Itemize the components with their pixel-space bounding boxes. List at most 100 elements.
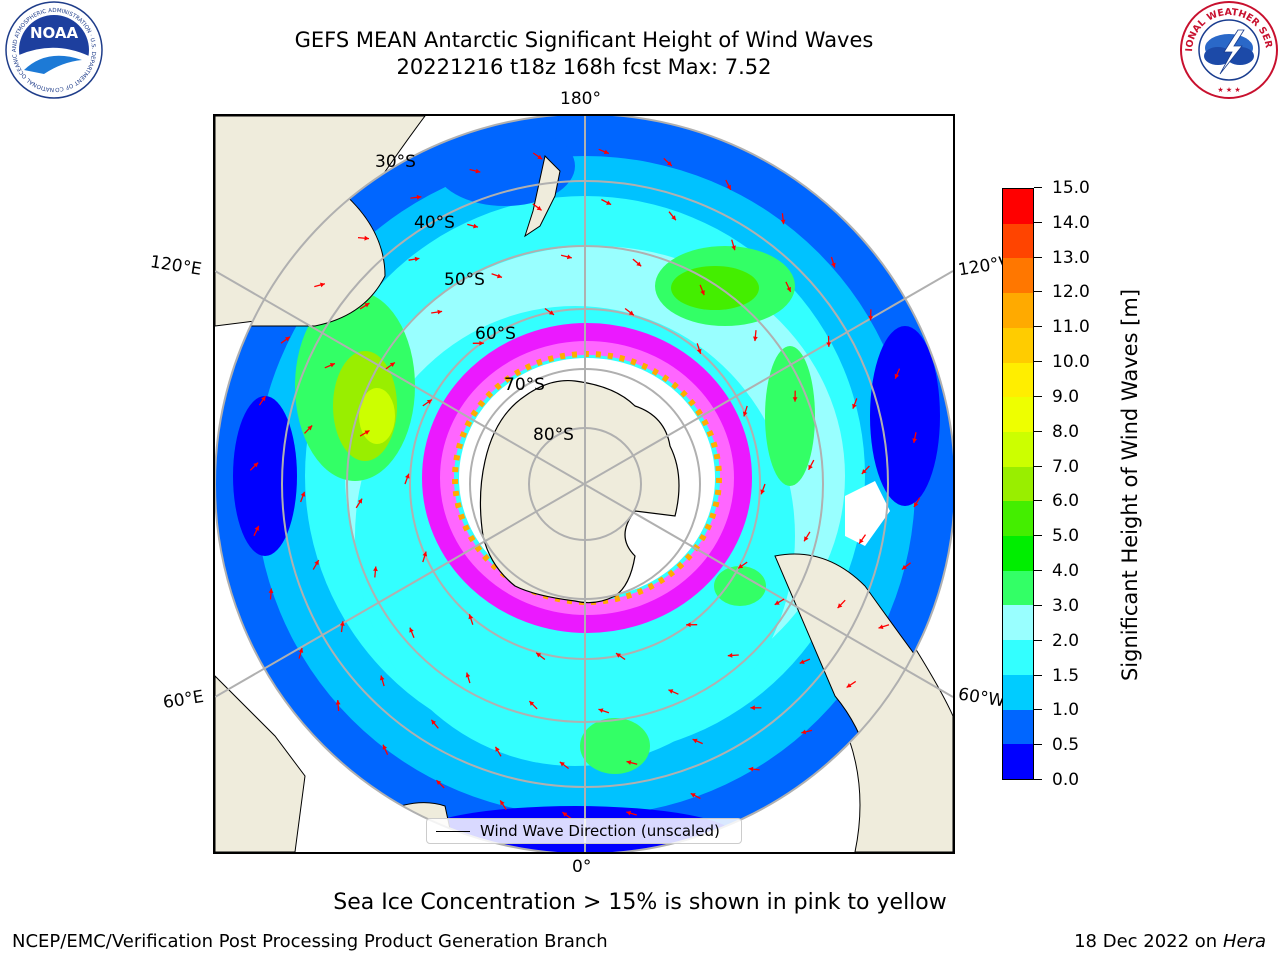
wave-direction-arrow-head [549, 310, 554, 315]
wave-direction-arrow-head [606, 200, 612, 205]
colorbar-tick-label: 4.0 [1052, 561, 1080, 582]
legend-label: Wind Wave Direction (unscaled) [480, 822, 720, 840]
lon-label-120e: 120°E [148, 252, 203, 280]
colorbar-tick-mark [1034, 326, 1042, 328]
wave-direction-arrow-head [253, 462, 259, 468]
wave-direction-arrow-head [389, 362, 395, 367]
colorbar-tick-mark [1034, 500, 1042, 502]
wave-direction-arrow-head [382, 744, 388, 750]
machine-name: Hera [1222, 931, 1266, 952]
wave-direction-arrow-head [537, 154, 543, 160]
wave-direction-arrow-head [738, 563, 744, 569]
wave-direction-arrow-head [598, 708, 604, 713]
lat-label-80s: 80°S [533, 425, 574, 445]
chart-title: GEFS MEAN Antarctic Significant Height o… [294, 28, 874, 52]
wave-direction-arrow-head [626, 760, 632, 765]
wave-direction-arrow-head [700, 290, 705, 296]
wave-direction-arrow-head [846, 683, 852, 688]
wave-direction-arrow-head [742, 411, 748, 417]
wave-direction-arrow-head [686, 622, 691, 628]
wave-direction-arrow-head [364, 430, 370, 435]
wave-direction-arrow-head [285, 336, 290, 342]
wave-direction-arrow-head [379, 675, 385, 681]
wave-direction-arrow-head [414, 256, 420, 262]
wave-direction-arrow-head [373, 566, 378, 572]
wave-direction-arrow-head [696, 348, 702, 354]
colorbar-tick-label: 8.0 [1052, 421, 1080, 442]
wave-direction-arrow-head [748, 766, 754, 772]
credit-line: NCEP/EMC/Verification Post Processing Pr… [12, 931, 608, 952]
colorbar-tick-mark [1034, 535, 1042, 537]
sea-ice-note: Sea Ice Concentration > 15% is shown in … [333, 890, 947, 915]
wave-direction-arrow-head [799, 659, 805, 664]
nws-logo: NATIONAL WEATHER SERVICE ★ ★ ★ [1178, 0, 1278, 99]
wave-direction-arrow-head [826, 342, 832, 347]
wave-direction-arrow-head [340, 621, 345, 626]
wave-direction-arrow-head [692, 738, 698, 744]
wave-direction-arrow-head [792, 397, 798, 402]
wave-direction-arrow-head [861, 469, 867, 474]
wave-direction-arrow-head [335, 700, 341, 705]
wave-direction-arrow-head [475, 168, 481, 174]
colorbar-tick-label: 11.0 [1052, 317, 1090, 338]
wave-direction-arrow-head [859, 538, 864, 544]
wave-direction-arrow-head [804, 536, 809, 542]
colorbar-tick-label: 12.0 [1052, 282, 1090, 303]
wave-direction-arrow-head [914, 502, 919, 508]
wave-direction-arrow-head [298, 648, 304, 653]
wave-direction-arrow-head [727, 653, 733, 658]
wave-direction-arrow-head [566, 254, 572, 260]
wave-direction-arrow-head [603, 149, 609, 154]
lat-label-50s: 50°S [444, 270, 485, 290]
colorbar-tick-label: 10.0 [1052, 352, 1090, 373]
date-stamp: 18 Dec 2022 on Hera [1074, 931, 1266, 952]
colorbar-tick-mark [1034, 361, 1042, 363]
colorbar-segment [1003, 397, 1033, 432]
colorbar-tick-label: 3.0 [1052, 595, 1080, 616]
wave-direction-arrow-head [468, 614, 474, 620]
wave-direction-arrow-head [465, 672, 471, 678]
colorbar-segment [1003, 362, 1033, 398]
wave-direction-arrow-head [628, 310, 634, 316]
lat-label-60s: 60°S [475, 324, 516, 344]
colorbar-segment [1003, 744, 1033, 779]
colorbar-tick-mark [1034, 570, 1042, 572]
wave-direction-arrow-head [901, 564, 907, 570]
colorbar-tick-mark [1034, 395, 1042, 397]
wave-direction-arrow-head [852, 403, 857, 409]
colorbar-tick-label: 1.5 [1052, 665, 1080, 686]
colorbar-tick-mark [1034, 465, 1042, 467]
colorbar-tick-label: 9.0 [1052, 386, 1080, 407]
wave-direction-arrow-head [529, 701, 535, 706]
lat-label-40s: 40°S [414, 213, 455, 233]
wave-direction-arrow-head [500, 800, 505, 806]
colorbar-segment [1003, 640, 1033, 675]
map-legend: Wind Wave Direction (unscaled) [426, 818, 742, 844]
colorbar-tick-mark [1034, 674, 1042, 676]
noaa-logo: NOAA NATIONAL OCEANIC AND ATMOSPHERIC AD… [2, 0, 103, 99]
lat-label-70s: 70°S [504, 375, 545, 395]
colorbar-tick-label: 7.0 [1052, 456, 1080, 477]
colorbar-segment [1003, 189, 1033, 224]
colorbar-tick-mark [1034, 187, 1042, 188]
lon-label-0: 0° [572, 857, 592, 877]
polar-map [215, 116, 953, 852]
colorbar-tick-mark [1034, 744, 1042, 746]
colorbar-tick-mark [1034, 291, 1042, 293]
lon-label-60w: 60°W [956, 684, 1007, 712]
wind-wave-arrows [249, 148, 921, 820]
colorbar-tick-label: 6.0 [1052, 491, 1080, 512]
colorbar-tick-mark [1034, 221, 1042, 223]
wave-direction-arrow-head [750, 705, 755, 711]
colorbar-segment [1003, 605, 1033, 641]
colorbar-tick-label: 0.5 [1052, 735, 1080, 756]
wave-direction-arrow-head [668, 689, 674, 694]
wave-direction-arrow-head [268, 588, 274, 593]
colorbar-tick-mark [1034, 639, 1042, 641]
wave-direction-arrow-head [837, 603, 843, 609]
wave-direction-arrow-head [422, 551, 428, 557]
colorbar-tick-label: 14.0 [1052, 212, 1090, 233]
wave-direction-arrow-head [671, 215, 676, 221]
colorbar-segment [1003, 570, 1033, 606]
svg-text:★ ★ ★: ★ ★ ★ [1217, 86, 1240, 94]
